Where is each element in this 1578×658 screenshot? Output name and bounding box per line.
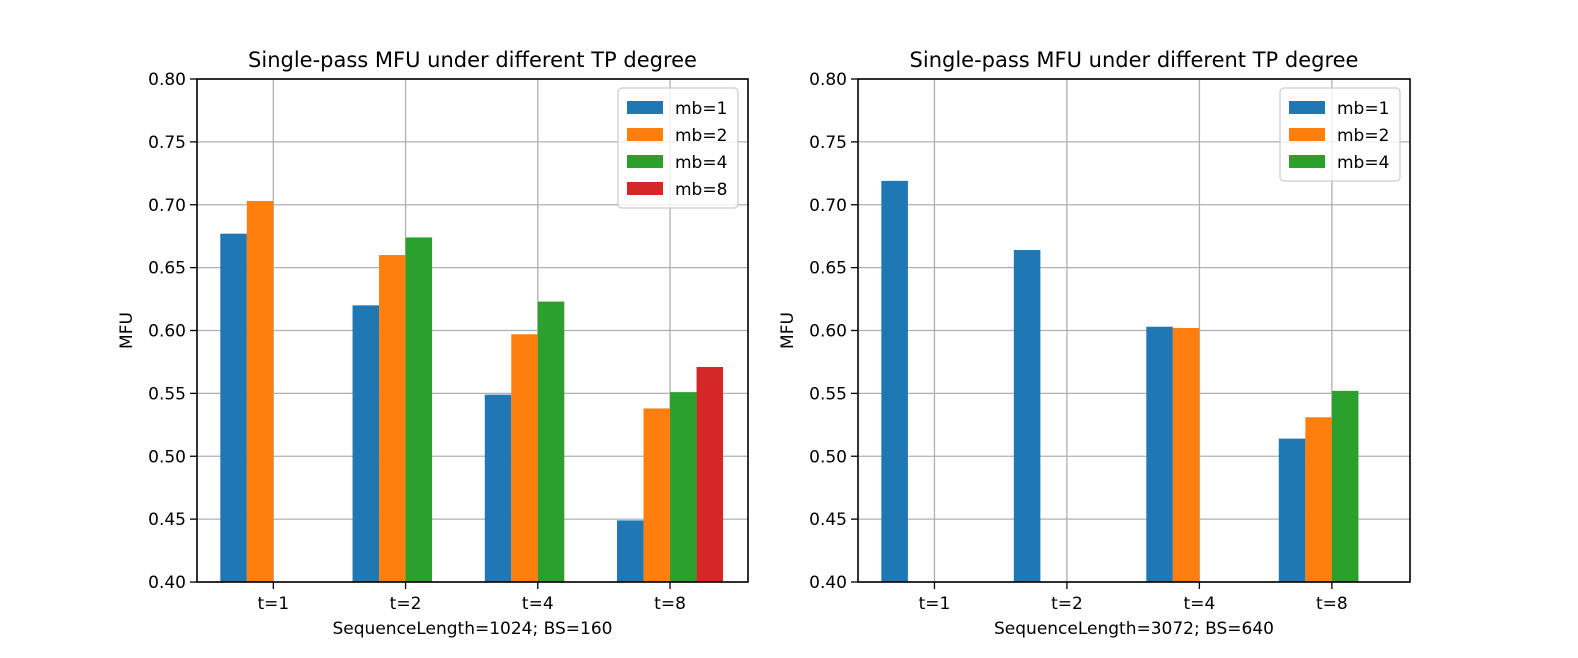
bar-mb=1-t=2	[1013, 250, 1041, 582]
y-tick-label: 0.80	[148, 70, 186, 90]
legend-swatch-mb=2	[1289, 128, 1325, 141]
y-tick-label: 0.50	[809, 447, 847, 467]
bar-mb=1-t=4	[1146, 326, 1173, 582]
y-tick-label: 0.60	[809, 322, 847, 342]
x-tick-label: t=2	[390, 594, 422, 614]
legend: mb=1 mb=2 mb=4 mb=8	[617, 87, 739, 209]
x-tick-label: t=8	[654, 594, 686, 614]
bar-mb=4-t=8	[670, 392, 697, 582]
y-axis-label: MFU	[117, 312, 137, 349]
x-tick-label: t=2	[1051, 594, 1083, 614]
bar-mb=1-t=8	[617, 520, 644, 582]
y-tick-label: 0.45	[809, 510, 847, 530]
y-tick-label: 0.55	[148, 384, 186, 404]
chart-panel-2: 0.40 0.45 0.50 0.55 0.60 0.65 0.70 0.75 0.80 t=1 t…	[778, 48, 1411, 639]
legend-label-mb=2: mb=2	[675, 126, 727, 146]
y-tick-label: 0.55	[809, 384, 847, 404]
x-tick-label: t=8	[1316, 594, 1348, 614]
legend-label-mb=1: mb=1	[1337, 99, 1389, 119]
legend-label-mb=8: mb=8	[675, 180, 727, 200]
legend-box	[617, 87, 739, 209]
legend-swatch-mb=4	[1289, 155, 1325, 168]
legend: mb=1 mb=2 mb=4	[1279, 87, 1401, 182]
y-tick-label: 0.50	[148, 447, 186, 467]
legend-swatch-mb=1	[627, 101, 663, 114]
legend-swatch-mb=8	[627, 182, 663, 195]
y-axis-label: MFU	[778, 312, 798, 349]
legend-swatch-mb=2	[627, 128, 663, 141]
y-tick-label: 0.80	[809, 70, 847, 90]
x-tick-label: t=1	[257, 594, 289, 614]
y-tick-label: 0.65	[809, 259, 847, 279]
y-tick-label: 0.75	[148, 133, 186, 153]
y-tick-label: 0.40	[809, 573, 847, 593]
x-tick-label: t=1	[919, 594, 951, 614]
y-tick-label: 0.65	[148, 259, 186, 279]
legend-label-mb=4: mb=4	[1337, 153, 1389, 173]
bar-mb=2-t=8	[1305, 417, 1332, 582]
bar-mb=2-t=8	[643, 408, 671, 582]
chart-title: Single-pass MFU under different TP degre…	[910, 48, 1359, 72]
bar-mb=2-t=2	[379, 255, 406, 583]
bar-mb=4-t=8	[1331, 390, 1359, 582]
y-tick-label: 0.70	[148, 196, 186, 216]
bar-mb=1-t=2	[352, 305, 380, 582]
y-tick-label: 0.45	[148, 510, 186, 530]
x-axis-label: SequenceLength=1024; BS=160	[333, 619, 613, 639]
y-tick-label: 0.60	[148, 322, 186, 342]
legend-label-mb=4: mb=4	[675, 153, 727, 173]
x-tick-label: t=4	[522, 594, 554, 614]
bar-mb=2-t=4	[1172, 327, 1200, 582]
bar-mb=1-t=1	[220, 233, 247, 583]
bar-mb=1-t=8	[1278, 438, 1306, 582]
legend-swatch-mb=4	[627, 155, 663, 168]
x-axis-label: SequenceLength=3072; BS=640	[994, 619, 1274, 639]
bar-mb=2-t=1	[246, 200, 274, 583]
y-tick-label: 0.75	[809, 133, 847, 153]
x-tick-label: t=4	[1184, 594, 1216, 614]
bar-mb=2-t=4	[511, 334, 538, 582]
legend-swatch-mb=1	[1289, 101, 1325, 114]
legend-label-mb=2: mb=2	[1337, 126, 1389, 146]
y-tick-label: 0.70	[809, 196, 847, 216]
bar-mb=8-t=8	[696, 366, 724, 582]
bar-mb=1-t=1	[881, 180, 908, 583]
y-tick-label: 0.40	[148, 573, 186, 593]
legend-label-mb=1: mb=1	[675, 99, 727, 119]
bar-mb=1-t=4	[484, 394, 512, 582]
chart-title: Single-pass MFU under different TP degre…	[248, 48, 697, 72]
bar-mb=4-t=2	[405, 237, 433, 582]
bar-mb=4-t=4	[537, 301, 565, 582]
chart-panel-1: 0.40 0.45 0.50 0.55 0.60 0.65 0.70 0.75 0.80 t=1 t…	[117, 48, 749, 639]
